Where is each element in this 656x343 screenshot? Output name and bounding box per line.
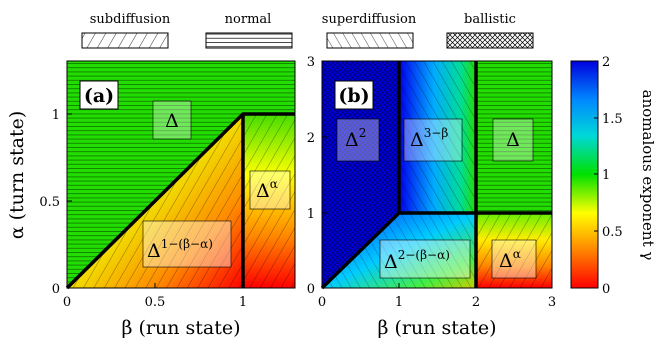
panel-a-ytick: 1 bbox=[52, 108, 60, 123]
panel-b-xtick: 3 bbox=[548, 295, 556, 310]
colorbar-tick: 0.5 bbox=[602, 225, 623, 240]
panel-a-xlabel: β (run state) bbox=[121, 317, 240, 339]
panel-b-label: (b) bbox=[338, 85, 369, 107]
colorbar-tick: 0 bbox=[602, 282, 610, 297]
legend: subdiffusion normal superdiffusion balli… bbox=[81, 12, 534, 49]
panel-b-xtick: 1 bbox=[395, 295, 403, 310]
legend-label-normal: normal bbox=[225, 12, 272, 27]
colorbar-tick: 2 bbox=[602, 55, 610, 70]
panel-b-frame bbox=[321, 60, 553, 289]
panel-b-xtick: 0 bbox=[318, 295, 326, 310]
colorbar-tick: 1 bbox=[602, 168, 610, 183]
panel-b-boundary-diagonal bbox=[320, 211, 401, 290]
colorbar: 0 0.5 1 1.5 2 anomalous exponent γ bbox=[570, 55, 656, 297]
panel-a-xtick: 1 bbox=[239, 295, 247, 310]
panel-b-ytick: 3 bbox=[307, 55, 315, 70]
panel-a-label: (a) bbox=[84, 85, 114, 107]
panel-a-xtick: 0 bbox=[63, 295, 71, 310]
legend-swatch-ballistic bbox=[446, 32, 534, 49]
legend-label-ballistic: ballistic bbox=[464, 12, 516, 27]
panel-b: (b) Δ2 Δ3−β Δ Δ2−(β−α) Δα 0 1 2 3 0 1 2 … bbox=[307, 55, 556, 339]
panel-b-region-label-normal: Δ bbox=[506, 129, 520, 151]
panel-b-xtick: 2 bbox=[472, 295, 480, 310]
panel-b-ticks bbox=[321, 60, 553, 289]
panel-b-region-label-lower-middle: Δ2−(β−α) bbox=[384, 248, 450, 273]
panel-b-xlabel: β (run state) bbox=[377, 317, 496, 339]
panel-a-region-label-normal: Δ bbox=[165, 110, 179, 132]
panel-a-ylabel: α (turn state) bbox=[6, 111, 28, 240]
legend-label-superdiffusion: superdiffusion bbox=[322, 12, 417, 27]
panel-a-ytick: 0 bbox=[52, 282, 60, 297]
legend-swatch-superdiffusion bbox=[326, 32, 414, 49]
panel-a-xtick: 0.5 bbox=[145, 295, 166, 310]
panel-a-frame bbox=[66, 60, 296, 289]
panel-b-ytick: 2 bbox=[307, 131, 315, 146]
panel-a-ticks bbox=[66, 113, 244, 289]
panel-a-ytick: 0.5 bbox=[39, 195, 60, 210]
legend-label-subdiffusion: subdiffusion bbox=[90, 12, 171, 27]
legend-swatch-subdiffusion bbox=[81, 32, 169, 49]
colorbar-tick: 1.5 bbox=[602, 112, 623, 127]
panel-b-ytick: 0 bbox=[307, 282, 315, 297]
panel-b-ytick: 1 bbox=[307, 207, 315, 222]
legend-swatch-normal bbox=[205, 32, 293, 49]
panel-a: (a) Δ Δ1−(β−α) Δα 0 0.5 1 0 0.5 1 β (run… bbox=[6, 60, 296, 339]
colorbar-gradient bbox=[570, 60, 599, 289]
colorbar-label: anomalous exponent γ bbox=[639, 90, 656, 261]
